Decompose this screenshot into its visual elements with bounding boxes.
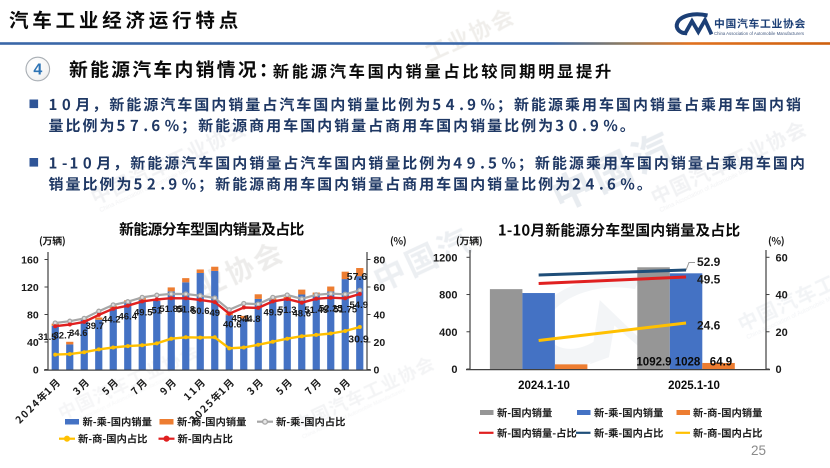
svg-text:2024.1-10: 2024.1-10 [518,380,570,392]
svg-text:40: 40 [776,290,788,302]
svg-text:49.5: 49.5 [134,307,153,318]
svg-text:49.5: 49.5 [697,273,721,287]
svg-text:0: 0 [33,364,39,376]
svg-text:52.9: 52.9 [697,255,721,269]
svg-text:1200: 1200 [433,252,457,264]
svg-text:57.6: 57.6 [347,271,368,283]
svg-text:31.5: 31.5 [38,332,57,343]
svg-text:160: 160 [21,254,39,266]
svg-text:30.9: 30.9 [348,334,369,346]
svg-text:60: 60 [776,252,788,264]
svg-text:40: 40 [27,337,39,349]
svg-text:54.9: 54.9 [350,300,369,311]
svg-text:51.3: 51.3 [278,305,297,316]
svg-text:52.25: 52.25 [319,304,343,315]
svg-text:46.4: 46.4 [119,312,138,323]
svg-text:51: 51 [151,305,162,316]
svg-text:400: 400 [439,327,457,339]
svg-text:51.75: 51.75 [333,304,357,315]
svg-text:49.5: 49.5 [264,307,283,318]
svg-text:1092.9: 1092.9 [636,356,671,368]
svg-text:51.45: 51.45 [304,305,328,316]
svg-text:2025.1-10: 2025.1-10 [668,380,720,392]
svg-text:64.9: 64.9 [710,356,732,368]
svg-text:20: 20 [776,327,788,339]
svg-text:China Association of Automobil: China Association of Automobile Manufact… [714,31,804,36]
svg-text:34.6: 34.6 [69,328,88,339]
svg-text:1028: 1028 [675,356,701,368]
svg-text:44.8: 44.8 [242,314,261,325]
svg-text:44.2: 44.2 [102,315,121,326]
svg-text:0: 0 [374,364,380,376]
svg-text:48.6: 48.6 [293,309,312,320]
svg-text:80: 80 [27,309,39,321]
svg-text:40.6: 40.6 [223,320,242,331]
svg-text:80: 80 [374,254,386,266]
svg-text:20: 20 [374,337,386,349]
svg-text:45.1: 45.1 [232,313,251,324]
svg-text:4: 4 [33,62,42,79]
svg-text:39.7: 39.7 [86,321,105,332]
svg-text:800: 800 [439,290,457,302]
svg-text:0: 0 [451,364,457,376]
svg-text:0: 0 [776,364,782,376]
svg-text:24.6: 24.6 [697,319,721,333]
svg-text:60: 60 [374,282,386,294]
svg-text:51.85: 51.85 [159,304,183,315]
svg-text:25: 25 [751,443,766,458]
svg-text:49: 49 [209,308,220,319]
svg-text:120: 120 [21,282,39,294]
svg-text:51.8: 51.8 [177,304,196,315]
svg-text:32.7: 32.7 [54,331,73,342]
svg-text:40: 40 [374,309,386,321]
svg-text:50.6: 50.6 [191,306,210,317]
